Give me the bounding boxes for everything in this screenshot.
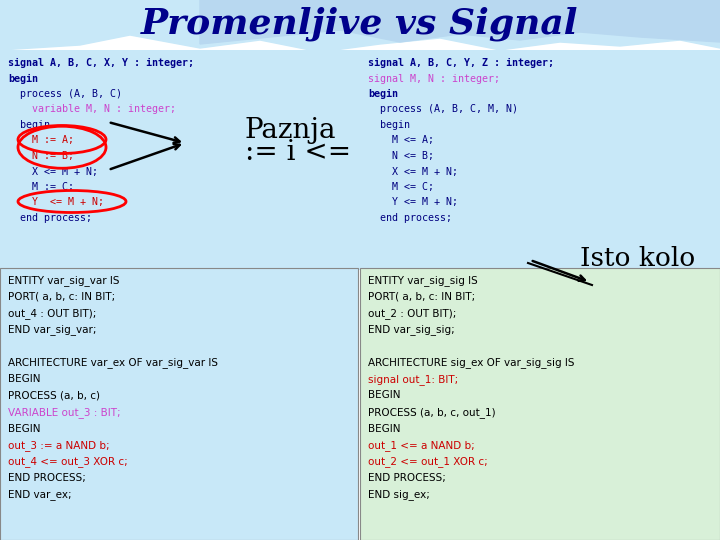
Text: X <= M + N;: X <= M + N;: [368, 166, 458, 177]
Text: out_1 <= a NAND b;: out_1 <= a NAND b;: [368, 440, 474, 451]
Text: signal out_1: BIT;: signal out_1: BIT;: [368, 374, 458, 385]
Text: Isto kolo: Isto kolo: [580, 246, 696, 271]
Text: END PROCESS;: END PROCESS;: [8, 473, 86, 483]
Text: Y  <= M + N;: Y <= M + N;: [8, 198, 104, 207]
Text: Paznja: Paznja: [245, 117, 336, 144]
Text: N <= B;: N <= B;: [368, 151, 434, 161]
Text: BEGIN: BEGIN: [8, 423, 40, 434]
Text: out_4 <= out_3 XOR c;: out_4 <= out_3 XOR c;: [8, 456, 127, 468]
Text: variable M, N : integer;: variable M, N : integer;: [8, 105, 176, 114]
Text: Y <= M + N;: Y <= M + N;: [368, 198, 458, 207]
Text: END PROCESS;: END PROCESS;: [368, 473, 446, 483]
Text: out_4 : OUT BIT);: out_4 : OUT BIT);: [8, 308, 96, 319]
Text: BEGIN: BEGIN: [368, 390, 400, 401]
Text: ENTITY var_sig_sig IS: ENTITY var_sig_sig IS: [368, 275, 478, 286]
Bar: [0, 50, 720, 270]
Text: END sig_ex;: END sig_ex;: [368, 489, 430, 501]
Text: out_3 := a NAND b;: out_3 := a NAND b;: [8, 440, 109, 451]
Polygon shape: [200, 0, 720, 44]
Text: Promenljive vs Signal: Promenljive vs Signal: [141, 6, 579, 41]
Text: BEGIN: BEGIN: [368, 423, 400, 434]
Text: M := C;: M := C;: [8, 182, 74, 192]
Text: END var_sig_sig;: END var_sig_sig;: [368, 325, 455, 335]
Bar: [0, 268, 358, 540]
Text: END var_sig_var;: END var_sig_var;: [8, 325, 96, 335]
Text: signal A, B, C, Y, Z : integer;: signal A, B, C, Y, Z : integer;: [368, 58, 554, 68]
Text: process (A, B, C, M, N): process (A, B, C, M, N): [368, 105, 518, 114]
Text: ARCHITECTURE var_ex OF var_sig_var IS: ARCHITECTURE var_ex OF var_sig_var IS: [8, 357, 218, 368]
Text: begin: begin: [8, 120, 50, 130]
Text: begin: begin: [8, 73, 38, 84]
Text: M <= C;: M <= C;: [368, 182, 434, 192]
Text: BEGIN: BEGIN: [8, 374, 40, 384]
Text: PROCESS (a, b, c, out_1): PROCESS (a, b, c, out_1): [368, 407, 495, 418]
Text: ARCHITECTURE sig_ex OF var_sig_sig IS: ARCHITECTURE sig_ex OF var_sig_sig IS: [368, 357, 575, 368]
Text: END var_ex;: END var_ex;: [8, 489, 71, 501]
Text: PORT( a, b, c: IN BIT;: PORT( a, b, c: IN BIT;: [8, 292, 115, 301]
Text: signal A, B, C, X, Y : integer;: signal A, B, C, X, Y : integer;: [8, 58, 194, 68]
Text: M <= A;: M <= A;: [368, 136, 434, 145]
Text: X <= M + N;: X <= M + N;: [8, 166, 98, 177]
Text: out_2 : OUT BIT);: out_2 : OUT BIT);: [368, 308, 456, 319]
Text: end process;: end process;: [8, 213, 92, 223]
Polygon shape: [0, 0, 720, 52]
Text: begin: begin: [368, 120, 410, 130]
Text: ENTITY var_sig_var IS: ENTITY var_sig_var IS: [8, 275, 120, 286]
Text: out_2 <= out_1 XOR c;: out_2 <= out_1 XOR c;: [368, 456, 487, 468]
Text: M := A;: M := A;: [8, 136, 74, 145]
Text: N := B;: N := B;: [8, 151, 74, 161]
Text: end process;: end process;: [368, 213, 452, 223]
Text: begin: begin: [368, 89, 398, 99]
Text: signal M, N : integer;: signal M, N : integer;: [368, 73, 500, 84]
Text: PORT( a, b, c: IN BIT;: PORT( a, b, c: IN BIT;: [368, 292, 475, 301]
Text: := i <=: := i <=: [245, 138, 351, 165]
Text: PROCESS (a, b, c): PROCESS (a, b, c): [8, 390, 100, 401]
Bar: [360, 268, 720, 540]
Text: process (A, B, C): process (A, B, C): [8, 89, 122, 99]
Text: VARIABLE out_3 : BIT;: VARIABLE out_3 : BIT;: [8, 407, 121, 418]
